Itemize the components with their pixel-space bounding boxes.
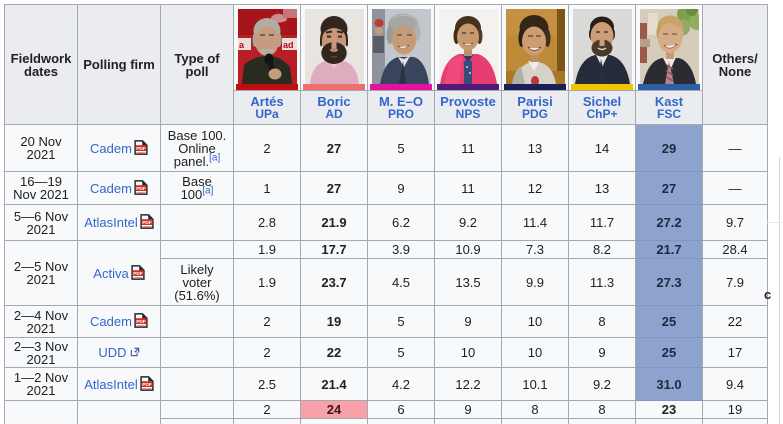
- svg-text:PDF: PDF: [142, 382, 152, 388]
- svg-text:ad: ad: [283, 40, 294, 50]
- svg-text:PDF: PDF: [142, 220, 152, 226]
- svg-text:PDF: PDF: [136, 319, 146, 325]
- svg-text:a: a: [239, 40, 245, 50]
- svg-text:PDF: PDF: [136, 146, 146, 152]
- svg-text:PDF: PDF: [136, 186, 146, 192]
- svg-text:PDF: PDF: [133, 271, 143, 277]
